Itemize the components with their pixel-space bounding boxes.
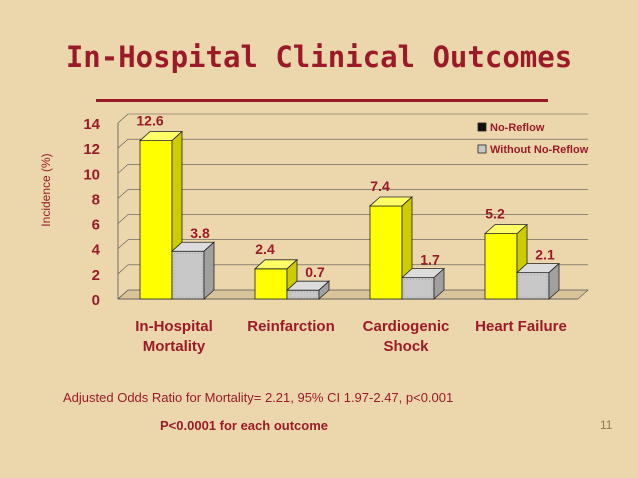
grid-diagonal-2 xyxy=(117,239,129,249)
category-label-2-1: Shock xyxy=(383,338,429,355)
title-underline xyxy=(96,99,548,102)
slide-title: In-Hospital Clinical Outcomes xyxy=(65,40,573,74)
footnote-odds-ratio: Adjusted Odds Ratio for Mortality= 2.21,… xyxy=(63,390,454,405)
bar-pattern-2 xyxy=(403,279,433,298)
y-tick-label-2: 4 xyxy=(92,242,101,259)
grid-diagonal-6 xyxy=(117,138,129,149)
grid-diagonal-1 xyxy=(117,264,129,275)
bar-0-0 xyxy=(139,140,173,300)
category-label-0-0: In-Hospital xyxy=(135,318,213,335)
bar-pattern-1 xyxy=(288,291,318,298)
y-tick-label-6: 12 xyxy=(83,141,100,158)
data-label-0-1: 3.8 xyxy=(190,225,210,241)
data-label-2-0: 7.4 xyxy=(370,178,390,194)
bar-side-2-1 xyxy=(433,267,445,300)
bar-3-1 xyxy=(516,272,550,300)
legend-swatch-0 xyxy=(477,122,487,132)
page-number: 11 xyxy=(600,418,613,432)
bar-3-0 xyxy=(484,233,518,300)
category-label-0-1: Mortality xyxy=(143,338,206,355)
data-label-2-1: 1.7 xyxy=(420,252,440,268)
grid-diagonal-3 xyxy=(117,214,129,224)
category-label-2-0: Cardiogenic xyxy=(363,318,450,335)
grid-diagonal-7 xyxy=(117,113,129,124)
bar-1-0 xyxy=(254,268,288,300)
bar-0-1 xyxy=(171,250,205,300)
data-label-3-0: 5.2 xyxy=(485,206,505,222)
data-label-3-1: 2.1 xyxy=(535,247,555,263)
y-tick-label-5: 10 xyxy=(83,166,100,183)
category-label-3-0: Heart Failure xyxy=(475,318,567,335)
y-tick-label-7: 14 xyxy=(83,116,100,133)
bar-1-1 xyxy=(286,289,320,300)
legend-label-0: No-Reflow xyxy=(490,122,545,134)
bar-pattern-3 xyxy=(518,274,548,298)
bar-side-1-1 xyxy=(318,280,330,300)
legend-label-1: Without No-Reflow xyxy=(490,144,589,156)
y-tick-label-0: 0 xyxy=(92,292,100,309)
bar-side-3-1 xyxy=(548,262,560,300)
bar-2-0 xyxy=(369,205,403,300)
bar-2-1 xyxy=(401,277,435,300)
legend-swatch-1 xyxy=(477,144,487,154)
y-tick-label-3: 6 xyxy=(92,217,100,234)
data-label-0-0: 12.6 xyxy=(136,113,163,129)
grid-diagonal-5 xyxy=(117,164,129,174)
significance-note: P<0.0001 for each outcome xyxy=(160,418,328,433)
y-tick-label-4: 8 xyxy=(92,191,100,208)
category-label-1-0: Reinfarction xyxy=(247,318,335,335)
data-label-1-0: 2.4 xyxy=(255,241,275,257)
grid-diagonal-0 xyxy=(117,289,129,300)
data-label-1-1: 0.7 xyxy=(305,264,325,280)
y-tick-label-1: 2 xyxy=(92,267,100,284)
bar-side-0-1 xyxy=(203,241,215,300)
grid-diagonal-4 xyxy=(117,189,129,199)
